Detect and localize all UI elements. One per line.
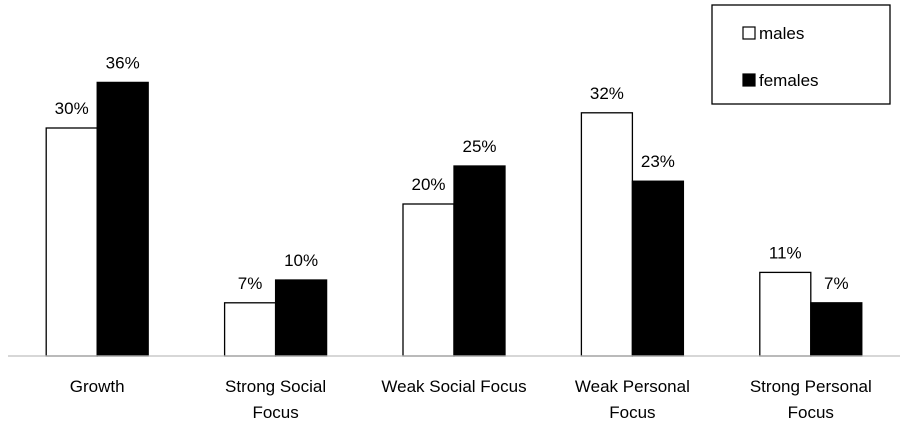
bar: [96, 81, 149, 357]
bar: [223, 302, 277, 357]
x-tick-label: Strong Social Focus: [225, 377, 327, 422]
data-label: 36%: [106, 53, 140, 72]
bar: [45, 127, 98, 357]
legend-swatch: [742, 73, 756, 87]
bar: [402, 203, 455, 357]
data-label: 11%: [769, 243, 802, 262]
data-label: 30%: [55, 99, 89, 118]
x-tick-label: Growth: [69, 377, 125, 396]
data-label: 20%: [411, 175, 445, 194]
bar: [631, 180, 685, 357]
bar: [580, 112, 634, 357]
data-label: 25%: [462, 137, 496, 156]
x-tick-label: Strong Personal Focus: [749, 377, 872, 422]
legend-label: females: [759, 71, 819, 90]
data-label: 32%: [590, 84, 624, 103]
data-label: 7%: [824, 274, 849, 293]
bar: [810, 302, 863, 357]
legend-box: [711, 4, 891, 105]
x-tick-label: Weak Social Focus: [381, 377, 527, 396]
bar: [759, 271, 812, 357]
bar: [274, 279, 328, 357]
x-tick-label: Weak Personal Focus: [574, 377, 690, 422]
bar: [453, 165, 506, 357]
legend-label: males: [759, 24, 804, 43]
legend-swatch: [742, 26, 756, 40]
data-label: 10%: [284, 251, 318, 270]
data-label: 7%: [238, 274, 263, 293]
data-label: 23%: [641, 152, 675, 171]
